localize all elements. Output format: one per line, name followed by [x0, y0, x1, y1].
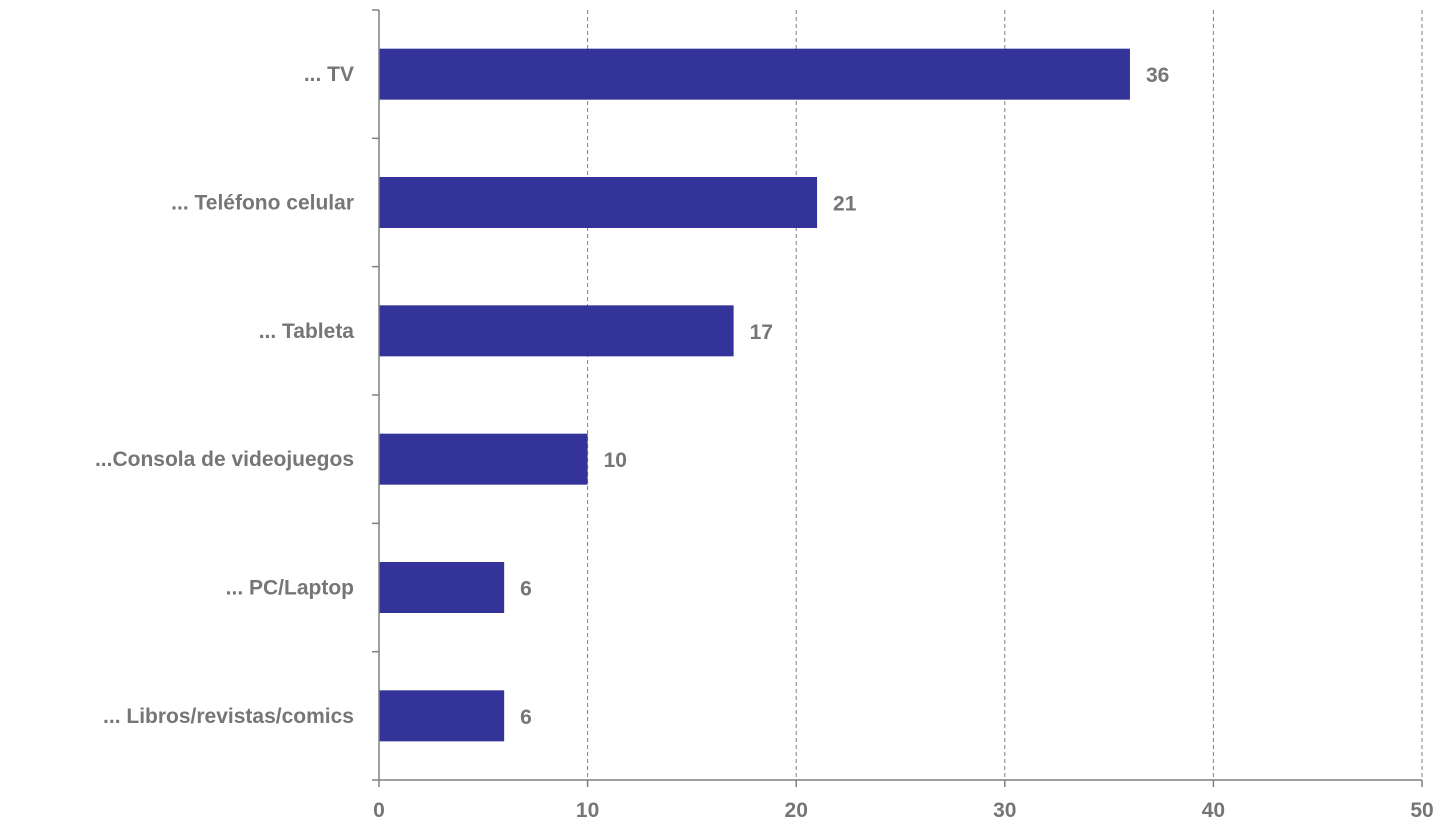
- bar-3: [379, 433, 588, 485]
- bar-4: [379, 562, 505, 613]
- x-tick-label-10: 10: [576, 799, 599, 822]
- x-tick-label-0: 0: [373, 799, 385, 822]
- labels: 0 10 20 30 40 50 ... TV ... Teléfono celular...…: [95, 63, 1434, 822]
- data-label-0: 36: [1146, 64, 1169, 87]
- data-label-5: 6: [520, 706, 532, 729]
- bars: [379, 48, 1130, 742]
- category-label-3: ...Consola de videojuegos: [95, 448, 354, 471]
- x-tick-label-40: 40: [1202, 799, 1225, 822]
- bar-0: [379, 48, 1130, 100]
- bar-1: [379, 177, 818, 228]
- data-label-1: 21: [833, 193, 857, 216]
- category-label-2: ... Tableta: [259, 320, 355, 343]
- bar-2: [379, 305, 734, 357]
- grid-lines: [587, 10, 1423, 780]
- data-label-4: 6: [520, 578, 532, 601]
- category-label-4: ... PC/Laptop: [226, 577, 354, 600]
- x-tick-label-50: 50: [1410, 799, 1433, 822]
- axes: [372, 9, 1423, 787]
- category-label-5: ... Libros/revistas/comics: [103, 705, 354, 728]
- x-tick-label-20: 20: [785, 799, 808, 822]
- bar-5: [379, 690, 505, 742]
- x-tick-label-30: 30: [993, 799, 1016, 822]
- category-label-1: ... Teléfono celular: [171, 192, 354, 215]
- data-label-2: 17: [750, 321, 773, 344]
- data-label-3: 10: [604, 449, 627, 472]
- category-label-0: ... TV: [304, 63, 354, 86]
